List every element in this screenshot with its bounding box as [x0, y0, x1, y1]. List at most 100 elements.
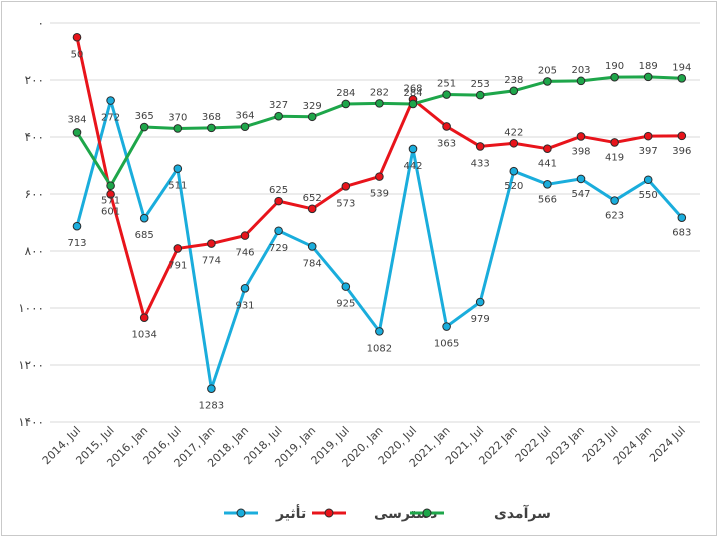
legend-swatch-marker	[236, 508, 246, 518]
data-label: 329	[303, 101, 322, 112]
data-label: 539	[370, 189, 389, 200]
data-point	[677, 73, 687, 83]
data-label: 573	[336, 198, 355, 209]
y-tick-label: ۴۰۰	[25, 130, 44, 144]
legend: تأثیر دسترسی سرآمدی	[224, 504, 551, 522]
data-label: 601	[101, 206, 120, 217]
data-point	[72, 221, 82, 231]
data-label: 550	[639, 190, 658, 201]
data-point	[139, 213, 149, 223]
data-point	[274, 226, 283, 236]
data-point	[307, 112, 317, 122]
data-label: 384	[67, 114, 86, 125]
data-label: 396	[672, 146, 691, 157]
data-label: 433	[471, 158, 490, 169]
data-label: 272	[101, 113, 120, 124]
legend-label: دسترسی	[374, 506, 437, 522]
data-point	[274, 111, 283, 121]
data-point	[677, 213, 687, 222]
data-label: 268	[403, 83, 422, 94]
data-point	[139, 313, 149, 322]
data-point	[576, 174, 586, 184]
data-label: 284	[403, 88, 422, 99]
data-label: 251	[437, 79, 456, 90]
gridlines	[50, 22, 700, 423]
data-point	[207, 123, 216, 133]
data-label: 203	[571, 65, 590, 76]
data-label: 746	[235, 248, 254, 259]
data-point	[475, 297, 485, 307]
data-label: 625	[269, 185, 288, 196]
data-point	[375, 99, 384, 108]
data-label: 422	[504, 127, 523, 138]
data-point	[543, 77, 552, 86]
x-tick-label: 2024 Jul	[647, 424, 688, 465]
data-label: 571	[101, 196, 120, 207]
data-label: 363	[437, 138, 456, 149]
data-point	[173, 164, 183, 173]
data-label: 1065	[434, 339, 459, 350]
data-label: 520	[504, 181, 523, 192]
data-point	[106, 189, 115, 199]
data-label: 441	[538, 159, 557, 170]
data-point	[576, 76, 586, 86]
data-point	[341, 99, 351, 109]
data-label: 50	[71, 49, 84, 60]
y-axis: ۰ ۲۰۰ ۴۰۰ ۶۰۰ ۸۰۰ ۱۰۰۰ ۱۲۰۰ ۱۴۰۰	[18, 16, 44, 429]
data-label: 397	[639, 146, 658, 157]
data-point	[643, 72, 653, 82]
series-points	[72, 32, 687, 393]
data-point	[442, 122, 451, 131]
data-point	[408, 99, 418, 109]
data-label: 253	[471, 79, 490, 90]
data-point	[207, 239, 216, 248]
data-label: 979	[471, 314, 490, 325]
data-point	[677, 131, 687, 141]
data-point	[475, 142, 485, 151]
data-point	[307, 204, 317, 214]
data-point	[643, 131, 653, 141]
data-point	[341, 182, 351, 191]
data-label: 205	[538, 65, 557, 76]
legend-swatch-marker	[422, 508, 432, 518]
data-point	[643, 175, 653, 185]
data-point	[543, 144, 552, 153]
data-label: 190	[605, 61, 624, 72]
data-label: 511	[168, 181, 187, 192]
data-point	[106, 181, 115, 191]
data-label: 370	[168, 112, 187, 123]
data-label: 1034	[131, 330, 156, 341]
data-label: 623	[605, 211, 624, 222]
data-point	[72, 128, 82, 137]
data-point	[207, 384, 216, 393]
y-tick-label: ۸۰۰	[25, 244, 44, 258]
y-tick-label: ۱۴۰۰	[18, 415, 44, 429]
data-label: 1082	[367, 343, 392, 354]
data-point	[442, 322, 451, 331]
y-tick-label: ۱۲۰۰	[18, 358, 44, 372]
data-point	[442, 90, 451, 99]
data-point	[610, 138, 619, 147]
data-label: 398	[571, 146, 590, 157]
data-label: 566	[538, 194, 557, 205]
data-label: 729	[269, 243, 288, 254]
y-tick-label: ۰	[38, 16, 44, 30]
data-point	[240, 231, 250, 240]
data-label: 364	[235, 111, 254, 122]
data-label: 713	[67, 238, 86, 249]
data-point	[475, 90, 485, 100]
y-tick-label: ۶۰۰	[25, 187, 44, 201]
data-point	[274, 196, 283, 206]
data-point	[307, 242, 317, 251]
data-point	[341, 282, 351, 291]
legend-swatch-marker	[324, 508, 334, 518]
data-point	[408, 144, 418, 154]
data-point	[240, 122, 250, 132]
data-point	[509, 166, 519, 176]
data-point	[139, 122, 149, 132]
data-label: 282	[370, 87, 389, 98]
data-point	[610, 72, 619, 82]
data-label: 652	[303, 193, 322, 204]
